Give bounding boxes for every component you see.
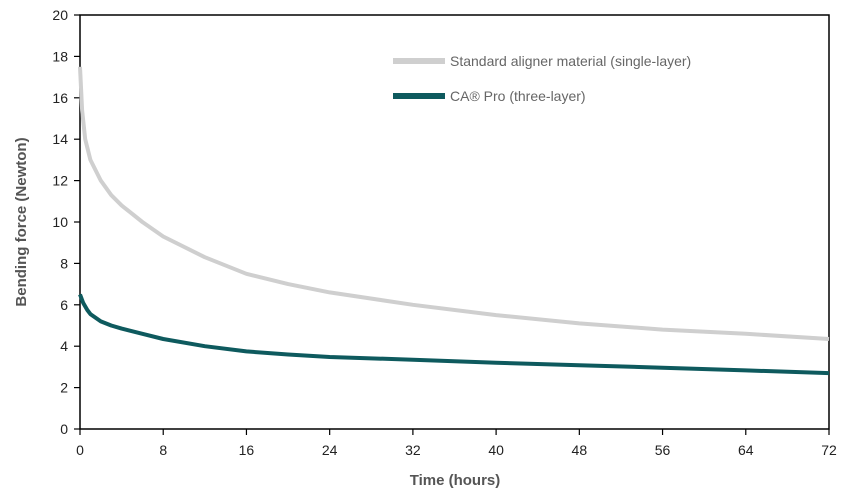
series-line-1 xyxy=(78,66,830,341)
y-tick-label: 0 xyxy=(60,421,68,437)
x-tick-label: 48 xyxy=(572,442,588,458)
x-tick-label: 24 xyxy=(322,442,338,458)
y-tick-label: 6 xyxy=(60,297,68,313)
x-tick-label: 40 xyxy=(488,442,504,458)
x-tick-label: 72 xyxy=(821,442,837,458)
y-tick-label: 2 xyxy=(60,380,68,396)
y-tick-label: 16 xyxy=(52,90,68,106)
x-tick-label: 56 xyxy=(655,442,671,458)
y-tick-label: 14 xyxy=(52,131,68,147)
x-tick-label: 0 xyxy=(76,442,84,458)
x-tick-label: 32 xyxy=(405,442,421,458)
y-tick-label: 20 xyxy=(52,7,68,23)
legend-label-2: CA® Pro (three-layer) xyxy=(450,88,586,104)
y-tick-label: 4 xyxy=(60,338,68,354)
plot-area xyxy=(79,14,830,430)
y-tick-label: 12 xyxy=(52,173,68,189)
series-line-2 xyxy=(78,293,830,376)
legend-label-1: Standard aligner material (single-layer) xyxy=(450,53,691,69)
x-tick-label: 64 xyxy=(738,442,754,458)
y-axis-label: Bending force (Newton) xyxy=(13,137,30,306)
x-axis-label: Time (hours) xyxy=(410,472,501,489)
x-tick-label: 8 xyxy=(159,442,167,458)
y-tick-label: 18 xyxy=(52,48,68,64)
y-tick-label: 10 xyxy=(52,214,68,230)
x-tick-label: 16 xyxy=(239,442,255,458)
y-tick-label: 8 xyxy=(60,255,68,271)
